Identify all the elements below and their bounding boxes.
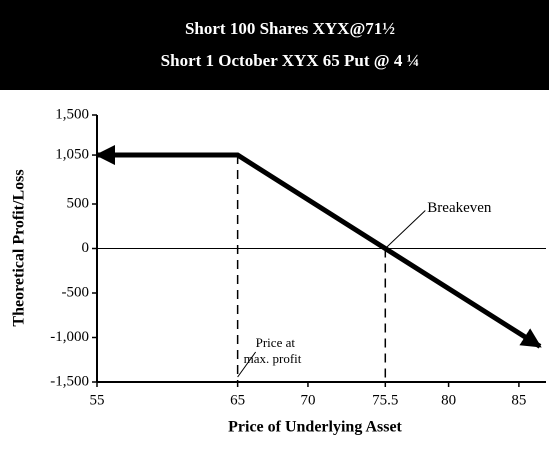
x-axis-label: Price of Underlying Asset	[228, 419, 402, 436]
payoff-line	[95, 145, 542, 349]
leader	[237, 351, 257, 378]
x-tick-label: 70	[300, 392, 315, 408]
y-tick-label: -1,500	[50, 373, 89, 389]
y-axis-label: Theoretical Profit/Loss	[11, 169, 28, 326]
y-tick-label: 0	[82, 240, 90, 256]
annotation: Price at	[256, 335, 296, 350]
leader	[384, 210, 426, 249]
x-tick-label: 55	[90, 392, 105, 408]
chart-subtitle: Short 1 October XYX 65 Put @ 4 ¼	[161, 51, 420, 70]
header-band	[0, 0, 549, 90]
annotation: Breakeven	[427, 200, 492, 216]
y-tick-label: 500	[67, 195, 90, 211]
x-tick-label: 65	[230, 392, 245, 408]
chart-title: Short 100 Shares XYX@71½	[185, 19, 395, 38]
annotation: max. profit	[244, 351, 302, 366]
x-tick-label: 85	[511, 392, 526, 408]
y-tick-label: 1,050	[55, 146, 89, 162]
y-tick-label: -1,000	[50, 329, 89, 345]
y-tick-label: 1,500	[55, 106, 89, 122]
y-tick-label: -500	[62, 284, 90, 300]
x-tick-label: 75.5	[372, 392, 398, 408]
x-tick-label: 80	[441, 392, 456, 408]
